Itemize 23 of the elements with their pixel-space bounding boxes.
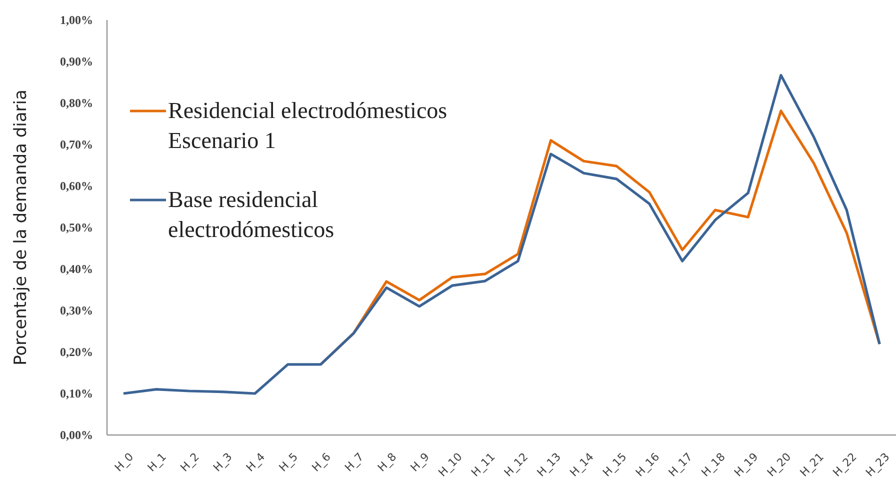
x-tick-label: H_9 [408, 450, 432, 474]
y-tick-label: 0,70% [60, 137, 93, 152]
x-tick-label: H_2 [178, 450, 202, 474]
y-tick-label: 0,80% [60, 96, 93, 110]
y-tick-label: 0,60% [60, 178, 93, 193]
legend-label: Base residencial electrodómesticos [168, 187, 334, 242]
x-tick-label: H_8 [375, 450, 400, 474]
x-tick-label: H_0 [112, 450, 136, 474]
y-tick-label: 1,00% [60, 12, 93, 27]
x-tick-label: H_1 [145, 450, 169, 474]
x-tick-label: H_4 [244, 450, 268, 474]
legend-label: Residencial electrodómesticos Escenario 1 [168, 98, 448, 153]
y-tick-label: 0,90% [60, 54, 93, 68]
y-axis-title: Porcentaje de la demanda diaria [11, 90, 31, 366]
y-tick-label: 0,10% [60, 386, 93, 400]
x-tick-label: H_5 [276, 450, 300, 474]
y-tick-label: 0,50% [60, 220, 93, 234]
y-tick-label: 0,40% [60, 262, 93, 276]
y-tick-label: 0,20% [60, 344, 93, 359]
x-tick-label: H_3 [210, 450, 235, 474]
line-series [122, 74, 881, 395]
y-tick-label: 0,00% [60, 428, 93, 442]
y-tick-label: 0,30% [60, 303, 93, 318]
